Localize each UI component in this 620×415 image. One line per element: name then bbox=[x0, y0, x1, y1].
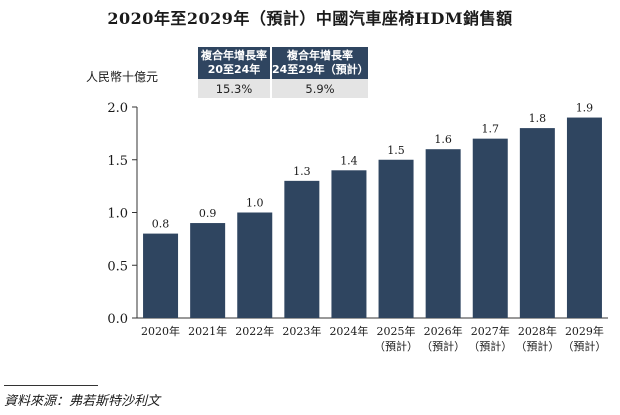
bar bbox=[237, 212, 273, 318]
x-tick-label: 2029年（預計） bbox=[562, 324, 606, 353]
cagr-header-line: 20至24年 bbox=[207, 63, 261, 76]
x-tick-label-line: 2028年 bbox=[518, 324, 557, 338]
y-tick-label: 1.5 bbox=[107, 154, 128, 169]
y-tick-label: 0.5 bbox=[107, 259, 128, 274]
bar bbox=[566, 117, 602, 318]
x-tick-label-line: （預計） bbox=[468, 339, 512, 353]
cagr-header-line: 24至29年（預計） bbox=[272, 63, 369, 76]
y-tick-label: 1.0 bbox=[107, 207, 128, 222]
x-tick-label-line: （預計） bbox=[562, 339, 606, 353]
data-label: 0.9 bbox=[199, 207, 217, 220]
x-tick-label-line: 2021年 bbox=[188, 324, 227, 338]
data-label: 1.7 bbox=[482, 123, 500, 136]
data-label: 1.9 bbox=[576, 102, 594, 115]
source-divider bbox=[4, 385, 98, 386]
x-tick-label-line: 2024年 bbox=[329, 324, 368, 338]
data-label: 1.6 bbox=[434, 133, 452, 146]
x-tick-label: 2025年（預計） bbox=[374, 324, 418, 353]
cagr-header-2024-2029: 複合年增長率 24至29年（預計） bbox=[272, 47, 369, 79]
x-tick-label: 2026年（預計） bbox=[421, 324, 465, 353]
data-label: 1.4 bbox=[340, 154, 358, 167]
x-tick-label: 2023年 bbox=[282, 324, 321, 338]
bar bbox=[284, 180, 320, 318]
source-note: 資料來源：弗若斯特沙利文 bbox=[4, 394, 161, 409]
chart-title: 2020年至2029年（預計）中國汽車座椅HDM銷售額 bbox=[107, 9, 513, 28]
x-tick-label-line: 2022年 bbox=[235, 324, 274, 338]
bar bbox=[519, 128, 555, 318]
y-axis-label: 人民幣十億元 bbox=[86, 70, 159, 84]
cagr-value-2024-2029: 5.9% bbox=[272, 79, 368, 98]
cagr-value-2020-2024: 15.3% bbox=[198, 79, 270, 98]
x-tick-label-line: 2027年 bbox=[471, 324, 510, 338]
x-tick-label-line: 2023年 bbox=[282, 324, 321, 338]
cagr-header-line: 複合年增長率 bbox=[201, 49, 267, 62]
bar bbox=[143, 233, 179, 318]
data-label: 1.5 bbox=[387, 144, 405, 157]
cagr-header-line: 複合年增長率 bbox=[287, 49, 353, 62]
bar bbox=[190, 223, 226, 318]
bar bbox=[425, 149, 461, 318]
x-tick-label-line: 2029年 bbox=[565, 324, 604, 338]
data-label: 1.8 bbox=[529, 112, 547, 125]
data-label: 1.3 bbox=[293, 165, 311, 178]
data-label: 1.0 bbox=[246, 197, 264, 210]
y-tick-label: 0.0 bbox=[107, 312, 128, 327]
x-tick-label: 2027年（預計） bbox=[468, 324, 512, 353]
cagr-header-2020-2024: 複合年增長率 20至24年 bbox=[198, 47, 270, 79]
data-label: 0.8 bbox=[152, 218, 170, 231]
bar bbox=[472, 138, 508, 318]
x-tick-label: 2021年 bbox=[188, 324, 227, 338]
x-tick-label-line: （預計） bbox=[515, 339, 559, 353]
x-tick-label-line: （預計） bbox=[374, 339, 418, 353]
y-tick-label: 2.0 bbox=[107, 101, 128, 116]
bar bbox=[378, 159, 414, 318]
x-tick-label-line: 2025年 bbox=[377, 324, 416, 338]
cagr-table: 複合年增長率 20至24年 複合年增長率 24至29年（預計） 15.3% 5.9% bbox=[198, 47, 369, 98]
x-tick-label-line: 2020年 bbox=[141, 324, 180, 338]
x-tick-label-line: 2026年 bbox=[424, 324, 463, 338]
bar bbox=[331, 170, 367, 318]
x-tick-label: 2028年（預計） bbox=[515, 324, 559, 353]
x-tick-label: 2020年 bbox=[141, 324, 180, 338]
x-tick-label: 2022年 bbox=[235, 324, 274, 338]
x-tick-label: 2024年 bbox=[329, 324, 368, 338]
x-tick-label-line: （預計） bbox=[421, 339, 465, 353]
